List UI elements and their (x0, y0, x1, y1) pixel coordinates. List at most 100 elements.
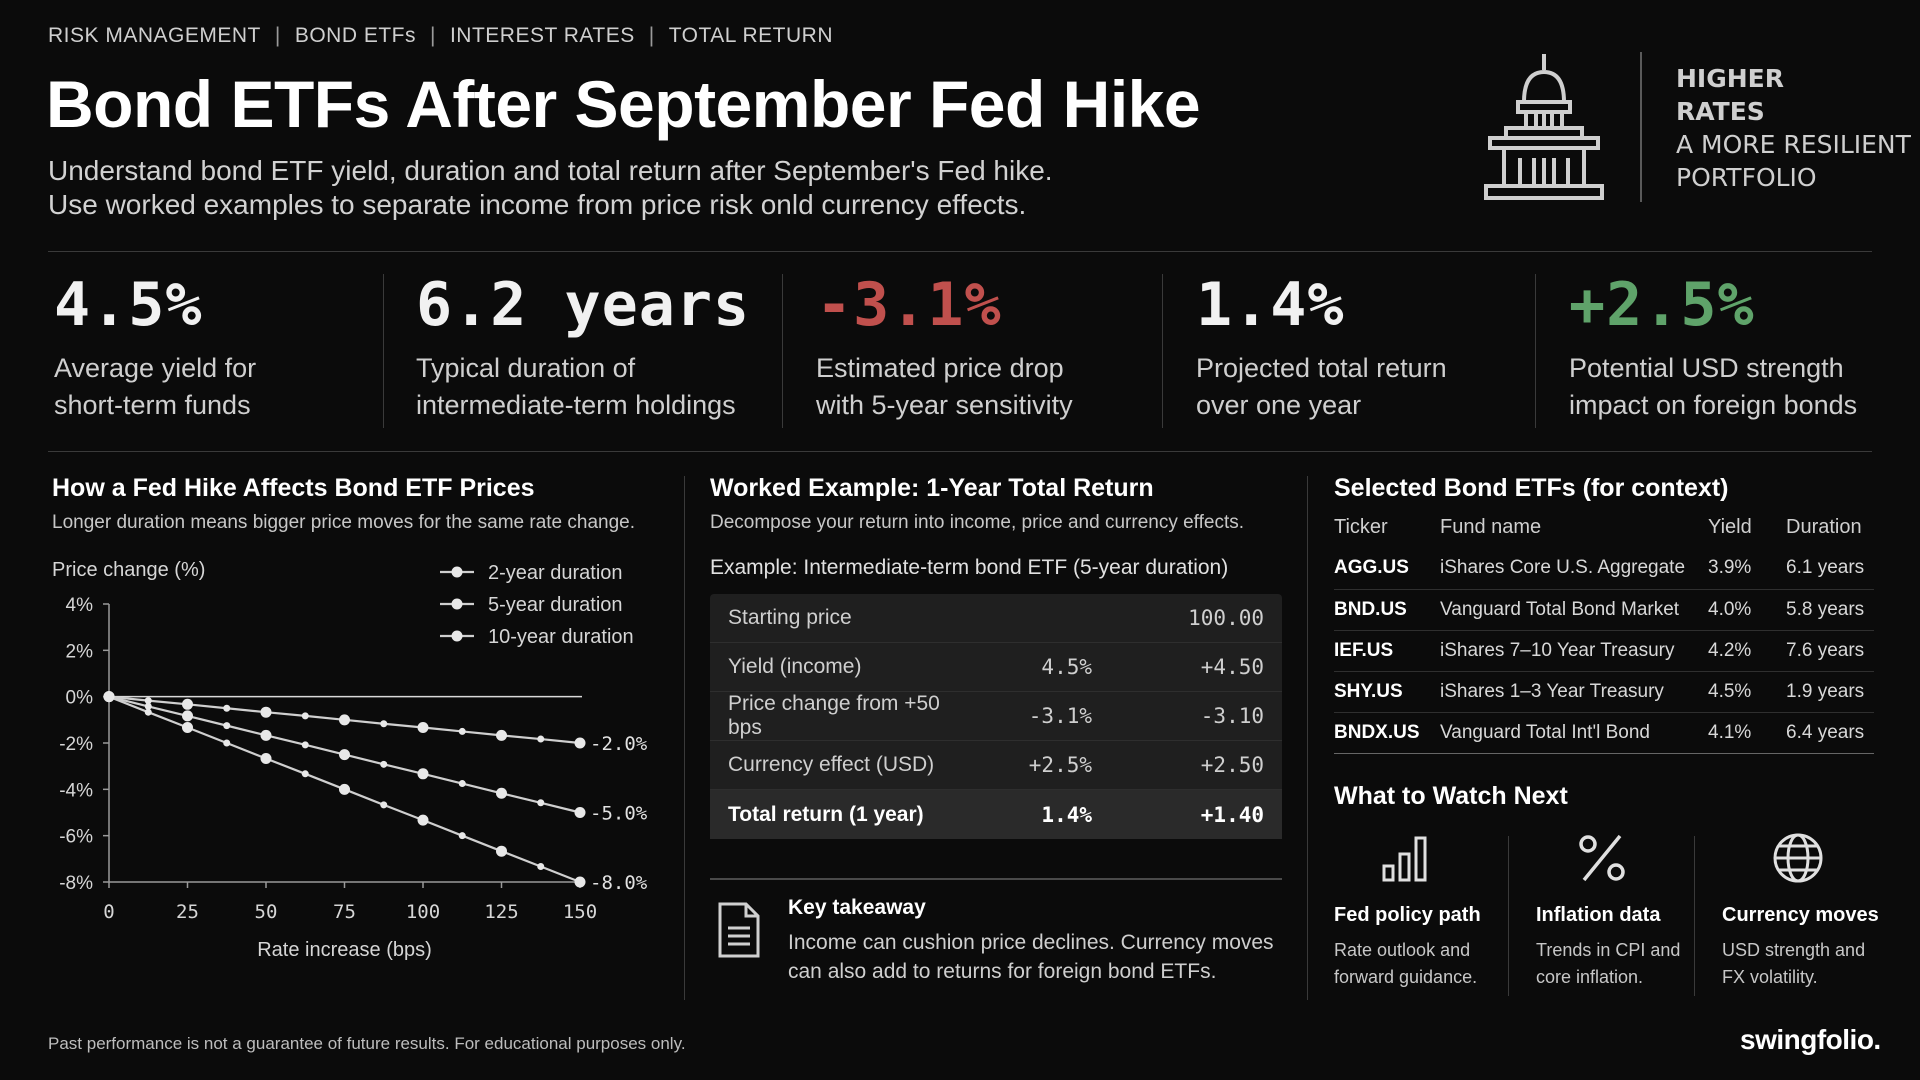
legend-item: 2-year duration (488, 562, 623, 584)
header-duration: Duration (1786, 515, 1862, 538)
disclaimer: Past performance is not a guarantee of f… (48, 1034, 686, 1053)
table-row: AGG.US iShares Core U.S. Aggregate 3.9% 6.1… (1334, 548, 1874, 590)
topic-separator: | (430, 24, 436, 47)
cell-fund-name: iShares 1–3 Year Treasury (1440, 671, 1708, 713)
topic-separator: | (648, 24, 655, 47)
stats-divider (48, 451, 1872, 452)
cell-fund-name: iShares Core U.S. Aggregate (1440, 548, 1708, 590)
topic-tags: RISK MANAGEMENT | BOND ETFs | INTEREST R… (48, 24, 833, 48)
header-yield: Yield (1708, 515, 1752, 538)
brand-line: A MORE RESILIENT (1676, 130, 1911, 159)
cell-yield: 4.1% (1708, 712, 1786, 754)
cell-yield: 3.9% (1708, 548, 1786, 590)
watch-item-desc: Rate outlook and forward guidance. (1334, 940, 1478, 987)
data-point (537, 862, 545, 870)
takeaway-divider (710, 878, 1282, 880)
brand-line: RATES (1676, 97, 1765, 126)
data-point (223, 739, 231, 747)
chart-section-subtitle: Longer duration means bigger price moves… (52, 512, 635, 533)
row-amount: +2.50 (1200, 753, 1264, 777)
stat-typical-duration: 6.2 years Typical duration of intermediat… (416, 270, 776, 430)
cell-yield: 4.2% (1708, 630, 1786, 672)
watch-item-desc: USD strength and FX volatility. (1722, 940, 1866, 987)
cell-duration: 6.1 years (1786, 548, 1874, 590)
cell-yield: 4.5% (1708, 671, 1786, 713)
table-header-row: Ticker Fund name Yield Duration (1334, 514, 1874, 548)
stat-price-drop: -3.1% Estimated price drop with 5-year se… (816, 270, 1176, 430)
column-divider (684, 476, 685, 1000)
data-point (260, 753, 272, 765)
bar-chart-icon (1382, 836, 1427, 882)
topic-total-return: TOTAL RETURN (668, 24, 833, 47)
data-point (496, 729, 507, 741)
data-point (458, 727, 466, 735)
price-change-chart: Price change (%) 4% 2% 0% -2% -4% -6% -8% 0 25 50 7… (52, 559, 648, 961)
table-row-total: Total return (1 year) 1.4% +1.40 (710, 790, 1282, 839)
series-end-label: -5.0% (590, 803, 648, 825)
topic-interest-rates: INTEREST RATES (449, 24, 635, 47)
table-row: IEF.US iShares 7–10 Year Treasury 4.2% 7.6 … (1334, 630, 1874, 672)
row-amount: 100.00 (1188, 606, 1264, 630)
row-pct: -3.1% (1028, 704, 1092, 728)
y-tick-label: -4% (59, 780, 93, 801)
y-axis-label: Price change (%) (52, 559, 205, 581)
stat-value: -3.1% (816, 270, 1002, 340)
chart-section-title: How a Fed Hike Affects Bond ETF Prices (52, 474, 535, 502)
watch-next-title: What to Watch Next (1334, 782, 1568, 810)
data-point (574, 807, 586, 818)
data-point (144, 702, 152, 710)
stat-total-return: 1.4% Projected total return over one year (1196, 270, 1556, 430)
cell-duration: 6.4 years (1786, 712, 1874, 754)
page-title: Bond ETFs After September Fed Hike (46, 67, 1201, 141)
y-tick-label: -2% (59, 734, 93, 755)
stat-label: Projected total return over one year (1196, 353, 1447, 420)
x-tick-label: 150 (563, 901, 597, 923)
document-icon (718, 902, 760, 958)
stat-value: +2.5% (1569, 270, 1755, 340)
table-row: Currency effect (USD) +2.5% +2.50 (710, 741, 1282, 790)
globe-icon (1773, 833, 1823, 883)
y-tick-label: 4% (66, 595, 94, 616)
x-tick-label: 50 (255, 901, 278, 923)
watch-divider (1694, 836, 1695, 996)
key-takeaway-body: Income can cushion price declines. Curre… (788, 931, 1274, 983)
topic-risk-management: RISK MANAGEMENT (48, 24, 261, 47)
cell-ticker: BND.US (1334, 589, 1440, 631)
stat-divider (1535, 274, 1536, 428)
data-point (537, 735, 545, 743)
x-tick-label: 75 (333, 901, 356, 923)
data-point (301, 712, 309, 720)
table-row: Starting price 100.00 (710, 594, 1282, 643)
percent-icon (1579, 834, 1625, 882)
cell-duration: 1.9 years (1786, 671, 1874, 713)
stat-label: Potential USD strength impact on foreign … (1569, 353, 1858, 420)
data-point (380, 720, 388, 728)
etf-table: Ticker Fund name Yield Duration AGG.US iS… (1334, 514, 1874, 754)
data-point (182, 721, 193, 733)
watch-item-fed-policy: Fed policy path Rate outlook and forward … (1334, 830, 1504, 991)
row-amount: -3.10 (1200, 704, 1264, 728)
data-point (301, 741, 309, 749)
row-label: Starting price (728, 606, 852, 629)
stat-usd-impact: +2.5% Potential USD strength impact on fo… (1569, 270, 1920, 430)
stat-label: Estimated price drop with 5-year sensitiv… (816, 353, 1073, 420)
row-label: Price change from +50 bps (728, 692, 940, 739)
data-point (182, 698, 193, 710)
data-point (144, 708, 152, 716)
watch-item-title: Inflation data (1536, 904, 1661, 926)
subtitle-line: Understand bond ETF yield, duration and … (48, 155, 1053, 186)
capitol-building-icon (1484, 54, 1604, 200)
legend-swatch-marker (451, 630, 463, 642)
stat-average-yield: 4.5% Average yield for short-term funds (54, 270, 414, 430)
data-point (339, 749, 350, 761)
x-axis-label: Rate increase (bps) (257, 939, 432, 961)
brand-line: PORTFOLIO (1676, 163, 1817, 192)
table-row: Price change from +50 bps -3.1% -3.10 (710, 692, 1282, 741)
data-point (144, 697, 152, 705)
row-pct: 1.4% (1041, 802, 1092, 827)
stat-divider (782, 274, 783, 428)
watch-item-title: Currency moves (1722, 904, 1879, 926)
row-pct: +2.5% (1028, 753, 1092, 777)
data-point (260, 706, 272, 718)
column-divider (1307, 476, 1308, 1000)
